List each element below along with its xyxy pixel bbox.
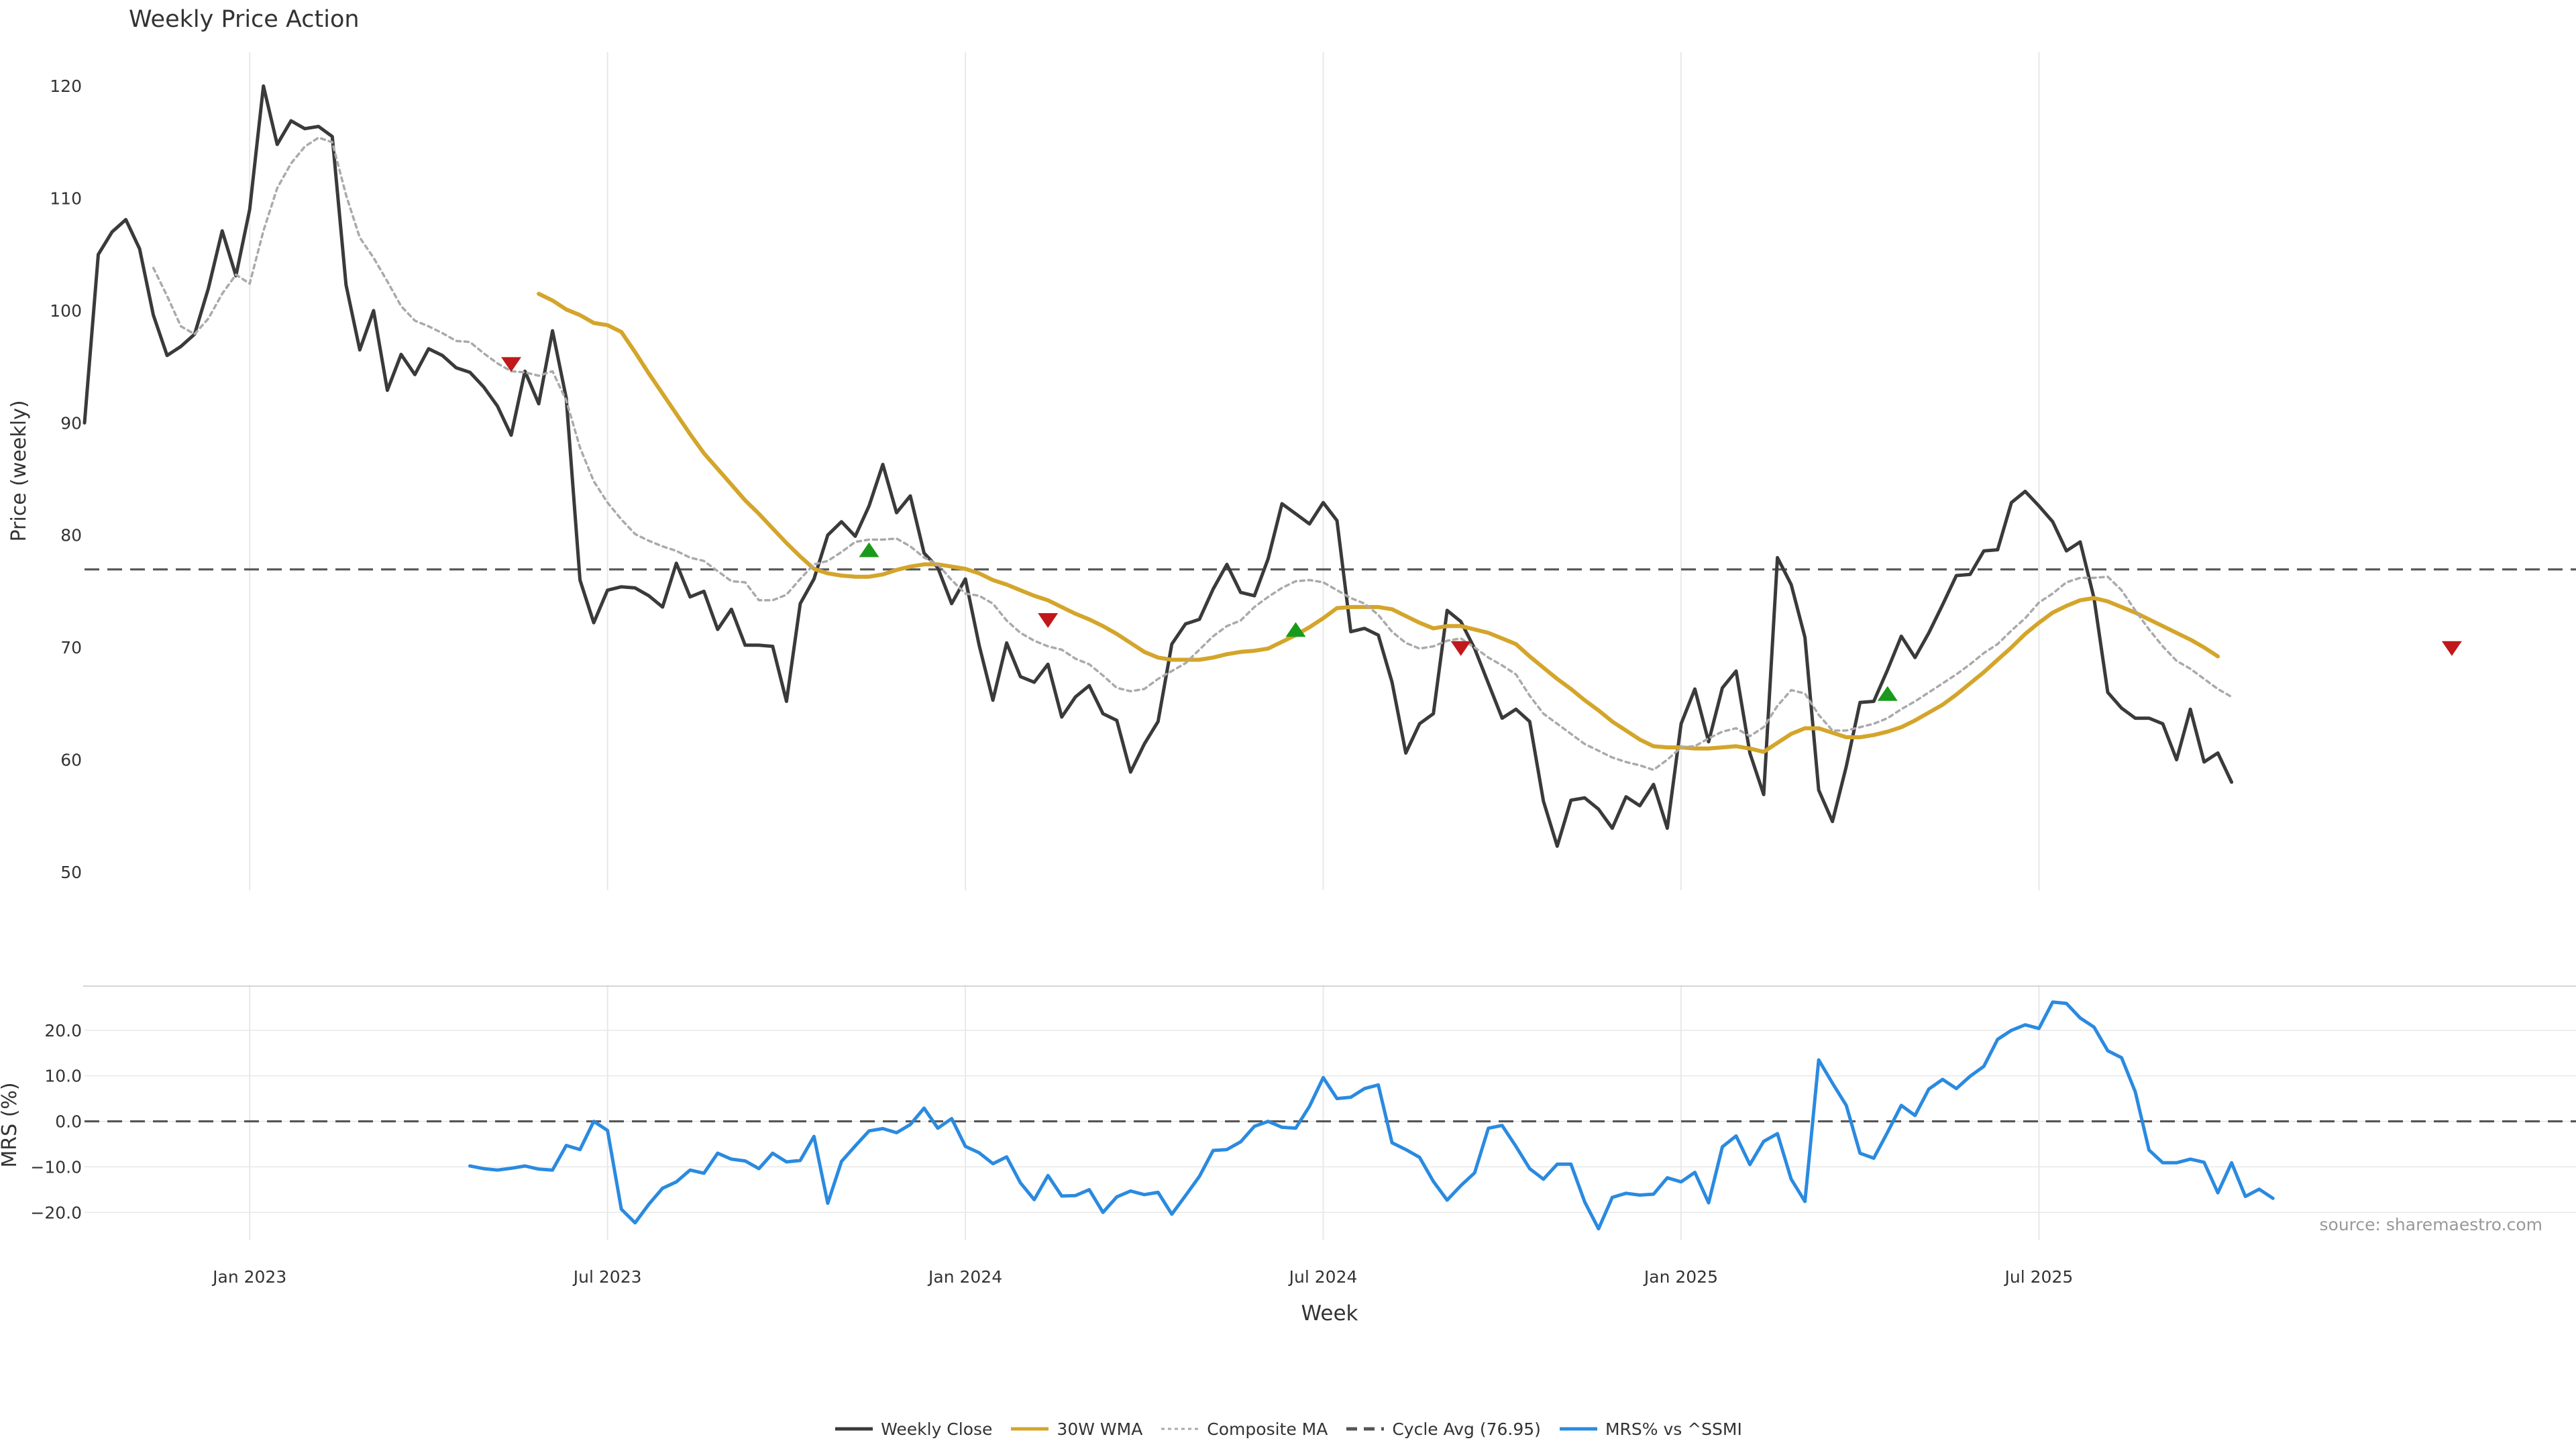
x-tick-label: Jul 2023 xyxy=(572,1267,642,1287)
mrs-vs-ssmi-series xyxy=(468,1000,2275,1231)
legend-label: 30W WMA xyxy=(1057,1419,1143,1439)
reference-lines xyxy=(85,568,2576,1123)
legend-label: Cycle Avg (76.95) xyxy=(1392,1419,1541,1439)
mrs-y-tick-label: −20.0 xyxy=(30,1203,82,1222)
legend-swatch xyxy=(835,1427,873,1431)
price-y-tick-label: 80 xyxy=(60,526,82,545)
sell-signal-marker xyxy=(501,357,522,372)
legend-swatch xyxy=(1346,1427,1385,1431)
legend-item-30w-wma: 30W WMA xyxy=(1010,1419,1142,1439)
legend-item-composite-ma: Composite MA xyxy=(1160,1419,1328,1439)
weekly-close-series xyxy=(83,84,2234,848)
price-y-tick-label: 100 xyxy=(50,301,82,321)
30w-wma-series xyxy=(537,291,2220,754)
x-tick-label: Jan 2023 xyxy=(211,1267,286,1287)
x-axis-label: Week xyxy=(1301,1301,1358,1326)
chart-title: Weekly Price Action xyxy=(129,6,360,33)
x-tick-label: Jul 2025 xyxy=(2004,1267,2074,1287)
legend-item-mrs-vs-ssmi: MRS% vs ^SSMI xyxy=(1558,1419,1742,1439)
chart-legend: Weekly Close 30W WMA Composite MA Cycle Avg… xyxy=(0,1415,2576,1442)
price-y-tick-label: 70 xyxy=(60,638,82,657)
axis-ticks: Jan 2023 Jul 2023 Jan 2024 Jul 2024 Jan 2025… xyxy=(30,76,2073,1287)
buy-signal-marker xyxy=(1285,622,1306,637)
series-lines xyxy=(83,84,2275,1231)
x-tick-label: Jul 2024 xyxy=(1288,1267,1358,1287)
legend-swatch xyxy=(1559,1427,1597,1431)
mrs-axis-label: MRS (%) xyxy=(0,1082,21,1167)
price-y-tick-label: 60 xyxy=(60,751,82,770)
price-y-tick-label: 120 xyxy=(50,76,82,96)
legend-label: Composite MA xyxy=(1207,1419,1328,1439)
mrs-y-tick-label: 10.0 xyxy=(44,1067,82,1086)
legend-item-weekly-close: Weekly Close xyxy=(834,1419,992,1439)
composite-ma-series xyxy=(152,136,2233,771)
legend-swatch xyxy=(1011,1427,1049,1431)
source-note: source: sharemaestro.com xyxy=(2320,1215,2543,1234)
buy-signal-marker xyxy=(859,542,879,557)
mrs-y-tick-label: 20.0 xyxy=(44,1021,82,1040)
legend-swatch xyxy=(1161,1428,1199,1430)
sell-signal-marker xyxy=(1450,641,1471,656)
price-y-tick-label: 90 xyxy=(60,413,82,433)
legend-label: MRS% vs ^SSMI xyxy=(1605,1419,1742,1439)
mrs-y-tick-label: −10.0 xyxy=(30,1157,82,1177)
x-tick-label: Jan 2025 xyxy=(1643,1267,1718,1287)
legend-item-cycle-avg-76-95: Cycle Avg (76.95) xyxy=(1345,1419,1541,1439)
legend-label: Weekly Close xyxy=(881,1419,993,1439)
x-tick-label: Jan 2024 xyxy=(927,1267,1002,1287)
mrs-y-tick-label: 0.0 xyxy=(55,1112,82,1132)
price-axis-label: Price (weekly) xyxy=(7,400,31,541)
buy-signal-marker xyxy=(1877,686,1898,701)
sell-signal-marker xyxy=(2441,641,2462,656)
price-y-tick-label: 110 xyxy=(50,189,82,209)
price-chart: Weekly Price Action Price (weekly) MRS (… xyxy=(0,6,2576,1326)
price-y-tick-label: 50 xyxy=(60,863,82,882)
signal-markers xyxy=(501,357,2462,701)
sell-signal-marker xyxy=(1038,612,1059,628)
